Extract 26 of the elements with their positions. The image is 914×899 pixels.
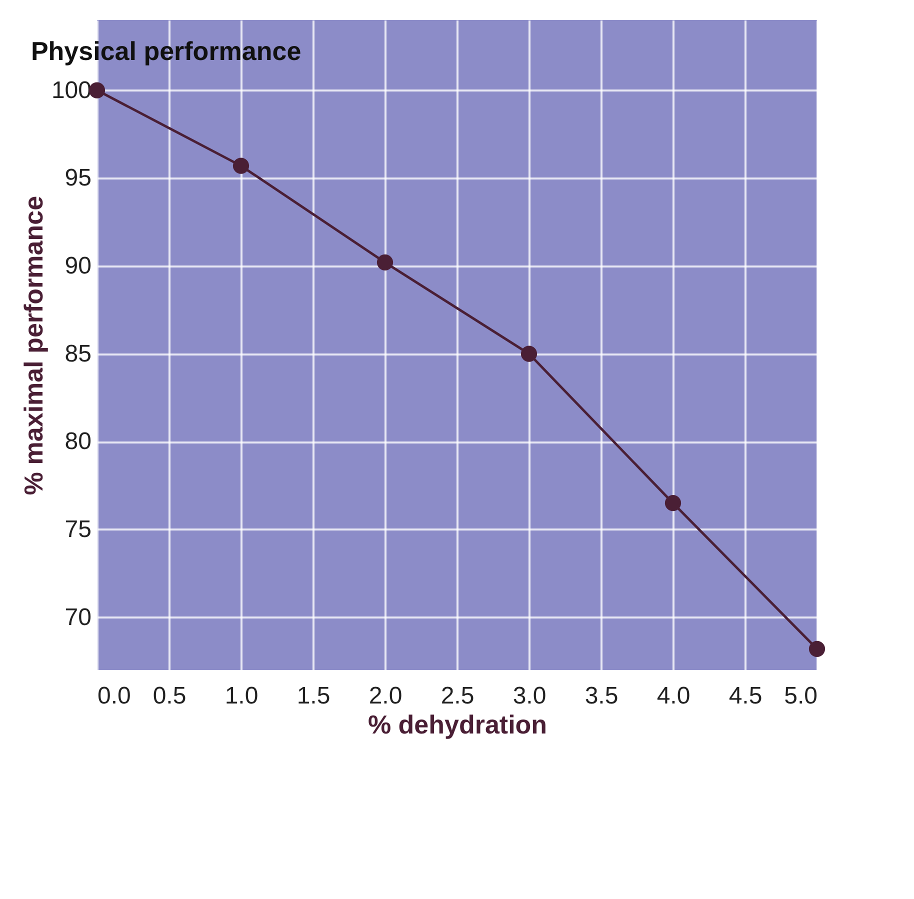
point bbox=[232, 158, 250, 174]
x-tick-label: 0.5 bbox=[152, 682, 186, 710]
x-axis-title: % dehydration bbox=[368, 710, 548, 740]
y-tick-label: 85 bbox=[64, 340, 92, 368]
point bbox=[520, 346, 538, 362]
y-tick-label: 90 bbox=[64, 252, 92, 280]
x-tick-label: 0.0 bbox=[98, 682, 131, 710]
y-axis-title: % maximal performance bbox=[18, 196, 48, 496]
x-tick-label: 3.5 bbox=[584, 682, 618, 710]
x-tick-label: 3.0 bbox=[512, 682, 546, 710]
point bbox=[808, 640, 826, 657]
x-tick-label: 4.0 bbox=[656, 682, 690, 710]
y-tick-label: 95 bbox=[64, 164, 92, 192]
y-tick-label: 100 bbox=[51, 76, 92, 104]
x-tick-label: 2.5 bbox=[440, 682, 474, 710]
x-tick-label: 2.0 bbox=[368, 682, 402, 710]
text: Physical performance bbox=[30, 36, 302, 66]
x-tick-label: 5.0 bbox=[784, 682, 818, 710]
x-tick-label: 4.5 bbox=[728, 682, 762, 710]
point bbox=[376, 254, 394, 270]
point bbox=[664, 495, 682, 512]
y-tick-label: 70 bbox=[64, 604, 92, 631]
y-tick-label: 80 bbox=[64, 428, 92, 456]
x-tick-label: 1.0 bbox=[224, 682, 258, 710]
y-tick-label: 75 bbox=[64, 516, 92, 543]
x-tick-label: 1.5 bbox=[296, 682, 330, 710]
